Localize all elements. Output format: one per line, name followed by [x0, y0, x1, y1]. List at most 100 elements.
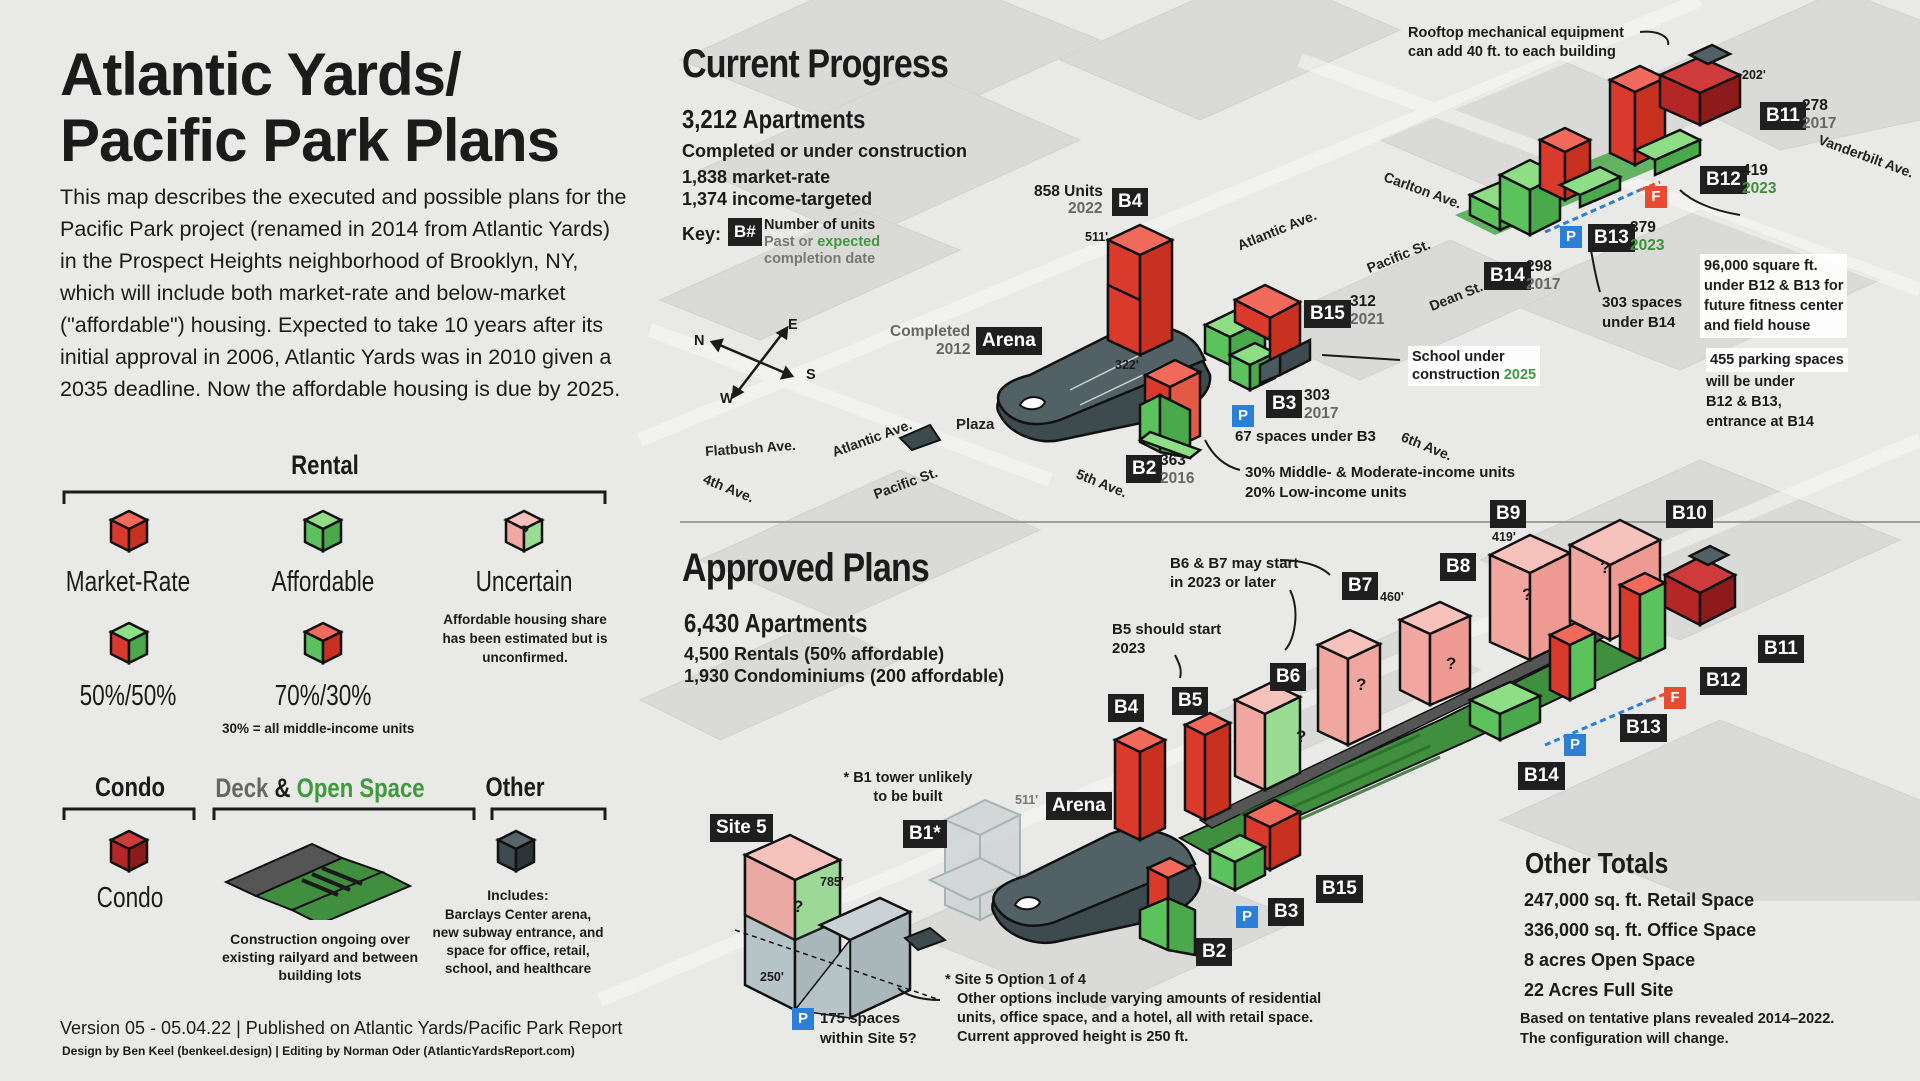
site5-approved-building	[734, 833, 941, 1020]
legend-fifty-label: 50%/50%	[79, 680, 177, 712]
b12-current-year: 2023	[1742, 180, 1777, 197]
uncertain-question-mark: ?	[519, 522, 530, 541]
b9-approved-label: B9	[1490, 500, 1527, 528]
note-b3-parking: 67 spaces under B3	[1235, 428, 1376, 445]
legend-uncertain-label: Uncertain	[475, 566, 573, 598]
fitness-dashed-line-approved	[1649, 690, 1671, 702]
uncertain-cube-icon	[503, 509, 545, 554]
b14-current-units: 298	[1526, 258, 1552, 275]
b2-current-height: 322'	[1115, 358, 1139, 372]
b4-approved-label: B4	[1108, 694, 1145, 722]
note-b67-1: B6 & B7 may start	[1170, 555, 1299, 572]
b7-approved-label: B7	[1342, 572, 1379, 600]
site5-question-mark: ?	[793, 897, 804, 916]
key-label: Key:	[682, 224, 722, 244]
b8-question-mark: ?	[1446, 654, 1457, 673]
b3-current-year: 2017	[1304, 405, 1339, 422]
legend-rental-bracket	[62, 490, 607, 504]
compass-n: N	[694, 333, 705, 349]
b1-ghost-building	[927, 798, 1023, 922]
b11-current-year: 2017	[1802, 115, 1837, 132]
b15-current-label: B15	[1304, 300, 1351, 328]
legend-other-note: Barclays Center arena, new subway entran…	[432, 907, 604, 976]
note-b1-1: * B1 tower unlikely	[843, 770, 973, 786]
fifty-fifty-cube-icon	[108, 621, 150, 666]
other-totals-note-1: Based on tentative plans revealed 2014–2…	[1520, 1011, 1835, 1027]
b14-parking-badge-current: P	[1560, 226, 1582, 248]
note-b5-1: B5 should start	[1112, 621, 1222, 638]
b10-question-mark: ?	[1600, 558, 1611, 577]
approved-west-buildings	[1112, 628, 1383, 957]
current-line2: 1,838 market-rate	[682, 167, 831, 187]
legend-deck-note: Construction ongoing over existing raily…	[221, 931, 419, 983]
other-cube-icon	[495, 829, 537, 874]
b11-current-units: 278	[1802, 97, 1828, 114]
note-455-parking: 455 parking spaces will be under B12 & B…	[1706, 348, 1848, 432]
b5-approved-label: B5	[1172, 687, 1209, 715]
b7-height: 460'	[1380, 590, 1404, 604]
other-totals-heading: Other Totals	[1525, 848, 1669, 880]
b14-current-label: B14	[1484, 262, 1531, 290]
legend-seventy-note: 30% = all middle-income units	[222, 721, 415, 736]
approved-line1: 4,500 Rentals (50% affordable)	[684, 644, 945, 664]
b11-current-height: 202'	[1742, 68, 1766, 82]
b3-current-units: 303	[1304, 387, 1330, 404]
note-school: School under construction 2025	[1408, 346, 1541, 386]
note-site5-options: * Site 5 Option 1 of 4 Other options inc…	[945, 972, 1322, 1045]
b9-height: 419'	[1492, 530, 1516, 544]
legend-rental-heading: Rental	[291, 450, 359, 480]
b4-current-label: B4	[1112, 188, 1149, 216]
seventy-thirty-cube-icon	[302, 621, 344, 666]
arena-completed-text: Completed	[890, 323, 971, 340]
note-site5-parking-2: within Site 5?	[820, 1030, 917, 1047]
legend-affordable-label: Affordable	[271, 566, 375, 598]
b15-current-units: 312	[1350, 293, 1376, 310]
site5-label: Site 5	[710, 814, 773, 842]
arena-current-label: Arena	[976, 327, 1042, 355]
b12-current-units: 419	[1742, 162, 1768, 179]
b10-approved-label: B10	[1666, 500, 1713, 528]
b4-current-year: 2022	[1068, 200, 1103, 217]
note-b2-income-2: 20% Low-income units	[1245, 484, 1407, 501]
note-b1-2: to be built	[873, 789, 943, 805]
b14-current-year: 2017	[1526, 276, 1561, 293]
b15-current-year: 2021	[1350, 311, 1385, 328]
arena-approved-label: Arena	[1046, 792, 1112, 820]
legend-market-rate-label: Market-Rate	[65, 566, 191, 598]
b12-approved-label: B12	[1700, 667, 1747, 695]
b1-height: 511'	[1015, 793, 1039, 807]
page-title: Atlantic Yards/ Pacific Park Plans	[60, 41, 560, 174]
legend-other-note-head: Includes:	[487, 887, 549, 903]
b4-current-height: 511'	[1085, 230, 1109, 244]
b13-current-units: 379	[1630, 219, 1656, 236]
arena-completed-year: 2012	[936, 341, 971, 358]
fitness-badge-approved: F	[1664, 687, 1686, 709]
b9-question-mark: ?	[1522, 585, 1533, 604]
footer-credits: Design by Ben Keel (benkeel.design) | Ed…	[62, 1044, 575, 1058]
site5-height-2: 250'	[760, 970, 784, 984]
note-b14-parking-2: under B14	[1602, 314, 1676, 331]
b14-approved-label: B14	[1518, 762, 1565, 790]
key-completion-label: completion date	[764, 251, 876, 267]
site5-parking-badge: P	[792, 1008, 814, 1030]
b12-current-label: B12	[1700, 166, 1747, 194]
parking-dashed-line-approved	[1544, 698, 1651, 747]
key-past-label: Past or expected	[764, 234, 881, 250]
b2-approved-label: B2	[1196, 938, 1233, 966]
b3-approved-label: B3	[1268, 898, 1305, 926]
callout-arrows-approved	[897, 559, 1331, 1001]
b7-question-mark: ?	[1356, 675, 1367, 694]
note-b2-income-1: 30% Middle- & Moderate-income units	[1245, 464, 1516, 481]
key-units-label: Number of units	[764, 217, 876, 233]
current-line3: 1,374 income-targeted	[682, 189, 873, 209]
fitness-badge-current: F	[1645, 186, 1667, 208]
approved-east-buildings	[1396, 518, 1738, 743]
note-b67-2: in 2023 or later	[1170, 574, 1276, 591]
condo-cube-icon	[108, 829, 150, 874]
other-totals-full: 22 Acres Full Site	[1524, 980, 1674, 1000]
affordable-cube-icon	[302, 509, 344, 554]
deck-open-space-icon	[223, 842, 413, 920]
b4-current-units: 858 Units	[1034, 183, 1103, 200]
